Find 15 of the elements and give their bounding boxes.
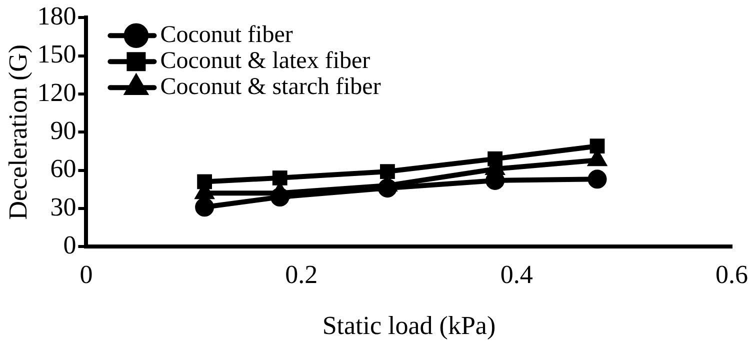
y-tick-label: 120 xyxy=(37,78,76,107)
y-tick-label: 90 xyxy=(50,116,76,145)
x-tick-label: 0.4 xyxy=(500,260,533,290)
y-tick-label: 0 xyxy=(63,230,76,260)
x-axis-title: Static load (kPa) xyxy=(322,311,496,340)
y-tick-label: 60 xyxy=(50,154,76,184)
legend-label: Coconut & latex fiber xyxy=(160,48,370,74)
y-tick-label: 180 xyxy=(37,1,76,30)
x-tick-label: 0.6 xyxy=(716,260,748,290)
x-tick-label: 0.2 xyxy=(285,260,318,290)
legend-label: Coconut fiber xyxy=(160,22,293,48)
y-tick-label: 30 xyxy=(50,192,76,222)
y-tick-label: 150 xyxy=(37,40,76,69)
legend-label: Coconut & starch fiber xyxy=(160,74,381,100)
y-axis-title: Deceleration (G) xyxy=(3,44,32,220)
